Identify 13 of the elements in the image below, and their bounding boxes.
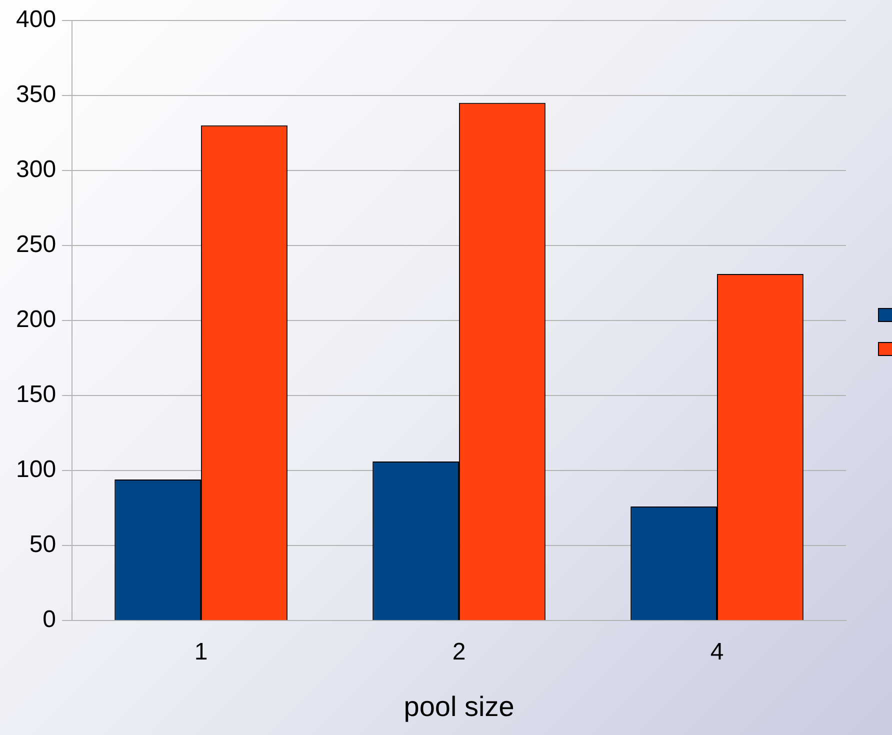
y-tick-label: 0 xyxy=(42,606,56,634)
y-tick-label: 400 xyxy=(16,6,56,34)
x-tick-label: 1 xyxy=(194,638,208,666)
y-tick-label: 150 xyxy=(16,381,56,408)
y-tick-label: 300 xyxy=(16,156,56,184)
x-tick-label: 2 xyxy=(452,638,466,666)
x-axis-title: pool size xyxy=(404,690,514,722)
y-tick-label: 250 xyxy=(16,231,56,258)
x-tick-label: 4 xyxy=(710,638,724,666)
y-tick-label: 200 xyxy=(16,306,56,334)
y-tick-label: 350 xyxy=(16,81,56,108)
y-tick-label: 100 xyxy=(16,456,56,484)
y-tick-label: 50 xyxy=(29,531,56,558)
